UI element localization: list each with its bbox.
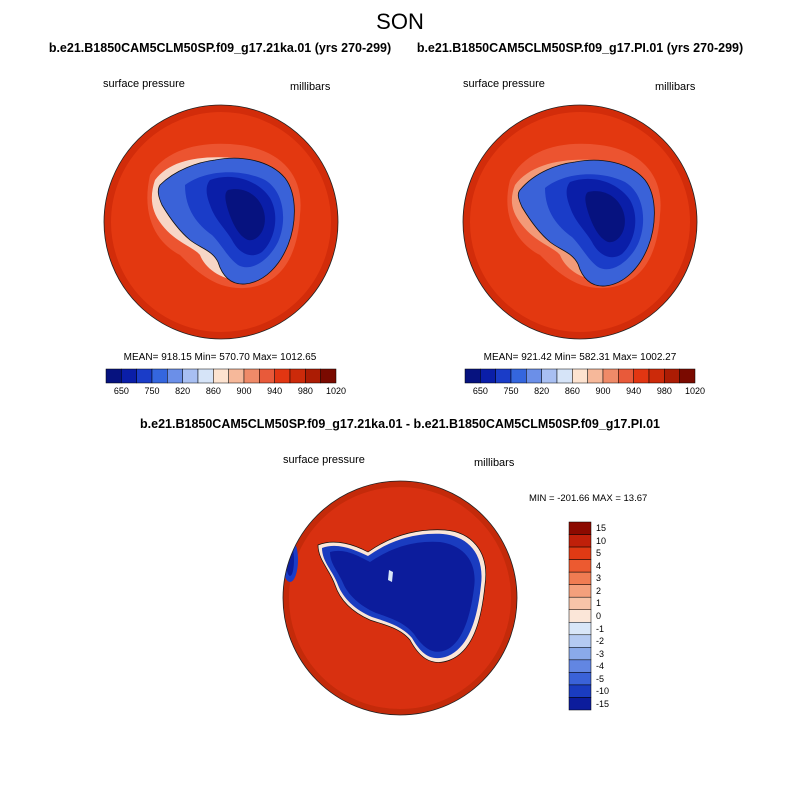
colorbar-tick-label: 15 [596,523,607,534]
colorbar-tick-label: 4 [596,560,602,571]
panel-3-stats: MIN = -201.66 MAX = 13.67 [529,493,648,504]
colorbar-tick-label: 5 [596,548,602,559]
panel-3-colorbar-ticks: 15 10 5 4 3 2 1 0 -1 -2 -3 -4 -5 -10 -15 [596,522,636,710]
colorbar-swatch [568,609,592,623]
panel-2-units-label: millibars [655,81,696,93]
panel-2-colorbar-ticks: 650 750 820 860 900 940 980 1020 [465,386,705,398]
colorbar-tick-label: 2 [596,585,602,596]
colorbar-swatch [568,684,592,698]
panel-3-variable-label: surface pressure [283,454,365,466]
colorbar-swatch [568,559,592,573]
colorbar-tick-label: 980 [297,386,313,396]
colorbar-tick-label: 940 [267,386,283,396]
colorbar-tick-label: 900 [595,386,611,396]
colorbar-swatch [568,672,592,686]
panel-2-stats: MEAN= 921.42 Min= 582.31 Max= 1002.27 [483,352,677,363]
colorbar-tick-label: -5 [596,673,605,684]
colorbar-tick-label: 900 [236,386,252,396]
panel-1-units-label: millibars [290,81,331,93]
panel-1-variable-label: surface pressure [103,78,185,90]
season-title: SON [376,9,424,34]
colorbar-swatch [568,697,592,711]
panel-2-case-title: b.e21.B1850CAM5CLM50SP.f09_g17.PI.01 (yr… [416,41,744,55]
colorbar-swatch [568,546,592,560]
colorbar-swatch [568,596,592,610]
colorbar-tick-label: -10 [596,686,610,697]
colorbar-tick-label: 820 [175,386,191,396]
panel-3-colorbar [568,521,592,711]
colorbar-swatch [568,534,592,548]
colorbar-tick-label: 0 [596,611,602,621]
colorbar-tick-label: 3 [596,573,602,584]
colorbar-tick-label: -2 [596,636,605,647]
colorbar-tick-label: 940 [626,386,642,396]
panel-3-units-label: millibars [474,457,515,469]
colorbar-tick-label: 860 [564,386,580,396]
colorbar-swatch [568,571,592,585]
colorbar-tick-label: 1 [596,598,602,609]
colorbar-swatch [568,521,592,535]
colorbar-tick-label: 750 [503,386,519,396]
colorbar-swatch [568,584,592,598]
colorbar-tick-label: -4 [596,661,605,672]
colorbar-tick-label: 1020 [325,386,347,396]
colorbar-swatch [568,647,592,661]
colorbar-tick-label: -1 [596,623,605,634]
colorbar-tick-label: 860 [205,386,221,396]
colorbar-tick-label: 1020 [684,386,706,396]
colorbar-tick-label: -3 [596,648,605,659]
colorbar-tick-label: 750 [144,386,160,396]
panel-1-stats: MEAN= 918.15 Min= 570.70 Max= 1012.65 [123,352,317,363]
colorbar-tick-label: 650 [113,386,129,396]
colorbar-tick-label: 980 [656,386,672,396]
colorbar-swatch [568,634,592,648]
colorbar-tick-label: 10 [596,535,607,546]
colorbar-tick-label: 820 [534,386,550,396]
colorbar-swatch [320,368,337,384]
panel-3-case-title: b.e21.B1850CAM5CLM50SP.f09_g17.21ka.01 -… [140,417,660,431]
panel-1-case-title: b.e21.B1850CAM5CLM50SP.f09_g17.21ka.01 (… [48,41,392,55]
colorbar-swatch [568,622,592,636]
colorbar-swatch [568,659,592,673]
panel-1-colorbar-ticks: 650 750 820 860 900 940 980 1020 [106,386,346,398]
colorbar-tick-label: 650 [472,386,488,396]
panel-1-colorbar [105,368,337,384]
colorbar-tick-label: -15 [596,698,610,709]
panel-2-variable-label: surface pressure [463,78,545,90]
panel-2-colorbar [464,368,696,384]
colorbar-swatch [679,368,696,384]
